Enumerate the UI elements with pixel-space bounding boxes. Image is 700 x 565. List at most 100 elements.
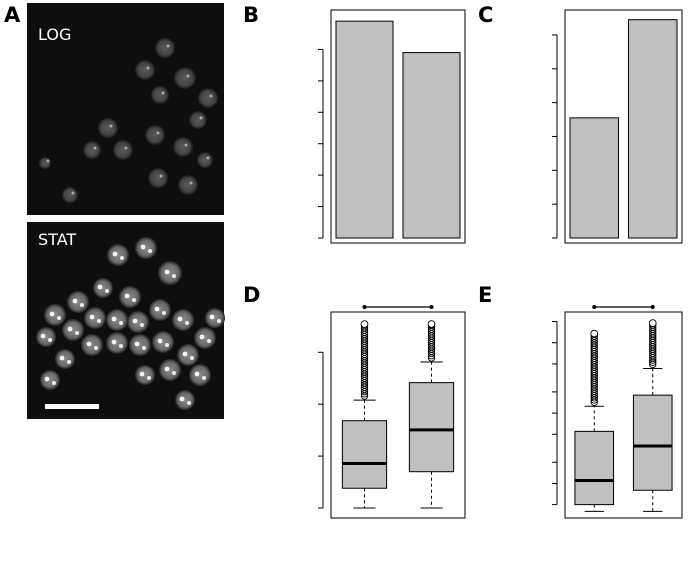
micrograph-stat xyxy=(27,222,225,419)
cell-stat-2 xyxy=(158,261,182,285)
panel-d-outlier-top-0 xyxy=(360,320,369,328)
ld-spot-stat-a-5 xyxy=(72,298,78,304)
ld-spot-stat-a-13 xyxy=(177,316,183,322)
cell-stat-16 xyxy=(81,334,103,356)
ld-spot-stat-a-3 xyxy=(124,293,130,299)
cell-stat-11 xyxy=(127,311,149,333)
ld-spot-stat-a-9 xyxy=(89,314,95,320)
panel-d-box-1 xyxy=(408,382,455,473)
cell-stat-13 xyxy=(172,309,194,331)
ld-spot-log-14 xyxy=(46,159,50,163)
ld-spot-stat-a-25 xyxy=(179,396,185,402)
cell-stat-4 xyxy=(93,278,113,298)
ld-spot-stat-a-11 xyxy=(132,318,138,324)
ld-spot-stat-b-5 xyxy=(80,303,84,307)
panel-d-box-0 xyxy=(341,420,388,489)
ld-spot-stat-b-13 xyxy=(185,321,189,325)
ld-spot-stat-a-16 xyxy=(86,341,92,347)
ld-spot-stat-b-26 xyxy=(217,319,221,323)
ld-spot-stat-b-18 xyxy=(142,346,146,350)
cell-stat-20 xyxy=(177,344,199,366)
cell-stat-9 xyxy=(84,307,106,329)
ld-spot-stat-b-21 xyxy=(52,381,56,385)
ld-spot-stat-b-9 xyxy=(97,319,101,323)
ld-spot-stat-b-25 xyxy=(187,401,191,405)
cell-stat-1 xyxy=(135,237,157,259)
panel-e-sig-end-1 xyxy=(650,305,655,309)
ld-spot-log-8 xyxy=(109,124,113,128)
panel-b-bar-0 xyxy=(335,20,394,239)
ld-spot-stat-b-19 xyxy=(165,343,169,347)
ld-spot-stat-b-22 xyxy=(172,371,176,375)
panel-label-c: C xyxy=(478,3,493,27)
cell-stat-23 xyxy=(189,364,211,386)
cell-stat-7 xyxy=(36,327,56,347)
ld-spot-stat-a-26 xyxy=(209,314,215,320)
panel-c-bar-1 xyxy=(628,19,678,239)
ld-spot-stat-b-4 xyxy=(105,289,109,293)
micrograph-log xyxy=(27,3,224,215)
cell-stat-12 xyxy=(149,299,171,321)
ld-spot-stat-b-1 xyxy=(148,249,152,253)
ld-spot-stat-b-11 xyxy=(140,323,144,327)
cell-log-10 xyxy=(113,140,133,160)
ld-spot-stat-a-1 xyxy=(140,244,146,250)
cell-stat-8 xyxy=(62,319,84,341)
ld-spot-log-1 xyxy=(146,66,150,70)
panel-e-chart xyxy=(552,305,683,519)
cell-log-8 xyxy=(98,118,118,138)
ld-spot-log-12 xyxy=(71,191,75,195)
ld-spot-stat-b-7 xyxy=(48,338,52,342)
ld-spot-stat-a-19 xyxy=(157,338,163,344)
ld-spot-stat-a-10 xyxy=(111,316,117,322)
cell-log-12 xyxy=(62,187,78,203)
cell-stat-26 xyxy=(205,308,225,328)
ld-spot-stat-a-24 xyxy=(139,371,145,377)
ld-spot-stat-b-23 xyxy=(202,376,206,380)
panel-b-frame xyxy=(330,9,466,244)
cell-stat-22 xyxy=(159,359,181,381)
panel-c-bar-0 xyxy=(569,117,619,239)
panel-d-frame xyxy=(330,311,466,519)
panel-e-box-1 xyxy=(632,394,673,491)
ld-spot-stat-b-10 xyxy=(119,321,123,325)
panel-b-bar-1 xyxy=(402,52,461,239)
ld-spot-stat-a-18 xyxy=(134,341,140,347)
cell-stat-18 xyxy=(129,334,151,356)
ld-spot-stat-b-17 xyxy=(119,344,123,348)
cell-log-15 xyxy=(197,152,213,168)
ld-spot-stat-a-21 xyxy=(44,376,50,382)
panel-d-outlier-top-1 xyxy=(427,320,436,328)
cell-stat-14 xyxy=(194,327,216,349)
panel-c-frame xyxy=(564,9,683,244)
panel-label-b: B xyxy=(243,3,259,27)
cell-stat-21 xyxy=(40,370,60,390)
cell-log-7 xyxy=(148,168,168,188)
stat-cells xyxy=(36,237,225,410)
ld-spot-stat-a-14 xyxy=(199,334,205,340)
cell-log-5 xyxy=(189,111,207,129)
ld-spot-stat-a-8 xyxy=(67,326,73,332)
panel-d-chart xyxy=(318,305,466,519)
ld-spot-log-5 xyxy=(199,116,203,120)
log-cells xyxy=(39,38,218,203)
panel-e-outlier-top-0 xyxy=(590,329,599,338)
ld-spot-log-6 xyxy=(184,143,188,147)
ld-spot-log-13 xyxy=(189,181,193,185)
ld-spot-stat-a-20 xyxy=(182,351,188,357)
panel-c-chart xyxy=(552,9,683,244)
panel-b-chart xyxy=(318,9,466,244)
ld-spot-stat-a-15 xyxy=(59,355,65,361)
cell-log-9 xyxy=(83,141,101,159)
cell-stat-0 xyxy=(107,244,129,266)
cell-log-14 xyxy=(39,157,51,169)
ld-spot-stat-a-6 xyxy=(49,311,55,317)
cell-log-2 xyxy=(151,86,169,104)
ld-spot-log-0 xyxy=(166,44,170,48)
ld-spot-stat-b-24 xyxy=(147,376,151,380)
cell-stat-17 xyxy=(106,332,128,354)
ld-spot-stat-a-23 xyxy=(194,371,200,377)
panel-label-d: D xyxy=(243,283,260,307)
ld-spot-stat-b-2 xyxy=(172,274,176,278)
